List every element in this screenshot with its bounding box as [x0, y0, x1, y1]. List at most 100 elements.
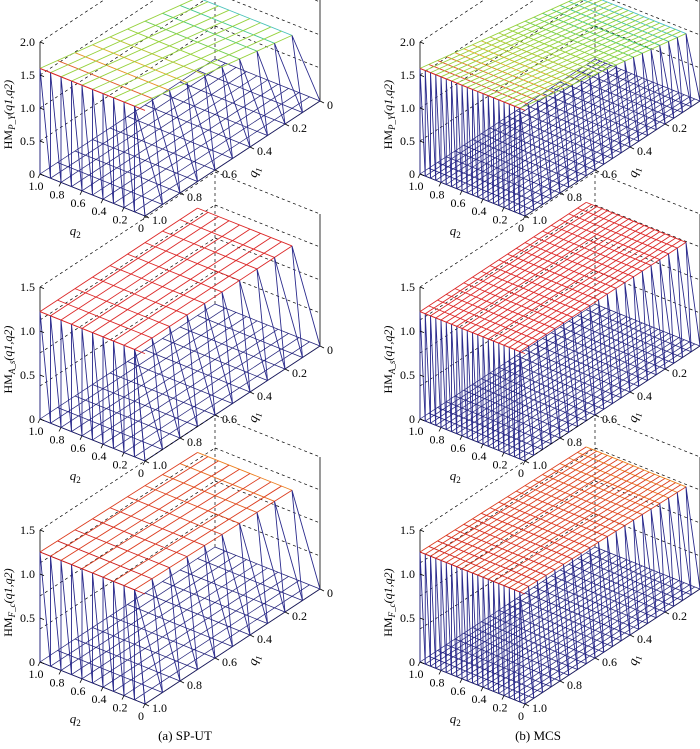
floor-grid-line [197, 558, 303, 601]
floor-grid-line [214, 546, 321, 590]
surface-mesh-line [498, 478, 666, 584]
surface-mesh-line [39, 452, 198, 553]
z-tick-label: 0 [29, 412, 35, 426]
q2-tick-label: 0.6 [451, 196, 466, 210]
floor-grid-line [123, 92, 300, 208]
q1-tick-mark [524, 703, 530, 707]
surface-mesh-line [493, 475, 660, 582]
surface-panel-2: 00.51.01.52.01.00.80.60.40.2000.20.40.60… [381, 0, 700, 240]
surface-mesh-line [467, 220, 634, 331]
surface-mesh-line [533, 236, 634, 278]
surface-mesh-line [123, 241, 282, 346]
q1-tick-mark [249, 391, 255, 395]
surface-drop-line [589, 76, 605, 171]
q2-tick-mark [79, 435, 83, 440]
floor-grid-line [542, 338, 648, 381]
surface-mesh-line [461, 328, 468, 331]
q2-tick-label: 0.6 [71, 684, 86, 698]
q1-tick-label: 0 [327, 98, 333, 112]
surface-drop-line [419, 551, 426, 665]
surface-mesh-line [134, 349, 146, 355]
surface-mesh-line [482, 227, 650, 338]
q1-tick-label: 1.0 [152, 458, 167, 472]
surface-drop-line [606, 293, 622, 404]
surface-drop-line [641, 270, 657, 381]
surface-drop-line [528, 345, 543, 456]
surface-mesh-line [482, 576, 489, 580]
surface-mesh-line [542, 230, 643, 272]
q2-tick-mark [58, 670, 62, 675]
surface-mesh-line [440, 210, 608, 321]
floor-grid-line [594, 303, 700, 347]
surface-mesh-line [477, 334, 484, 338]
surface-mesh-line [50, 72, 62, 78]
surface-drop-line [536, 339, 552, 450]
surface-mesh-line [39, 67, 51, 74]
surface-mesh-line [437, 299, 538, 341]
z-tick-label: 0 [29, 655, 35, 669]
z-tick-label: 1.0 [400, 101, 415, 115]
surface-mesh-line [519, 591, 526, 595]
floor-grid-line [586, 552, 692, 596]
floor-grid-line [568, 320, 674, 364]
surface-mesh-line [451, 323, 457, 327]
z-axis-label: HMP_Y(q1,q2) [1, 80, 17, 149]
z-axis-label: HMF_c(q1,q2) [381, 568, 397, 636]
surface-mesh-line [519, 107, 526, 111]
surface-drop-line [519, 108, 535, 217]
surface-drop-line [451, 80, 458, 189]
surface-mesh-line [440, 559, 447, 563]
surface-drop-line [456, 566, 463, 679]
surface-mesh-line [419, 67, 426, 71]
surface-mesh-line [127, 496, 223, 535]
surface-mesh-line [551, 224, 652, 266]
q1-tick-mark [179, 437, 185, 441]
q2-tick-mark [79, 678, 83, 683]
top-edge-right [594, 171, 700, 215]
z-tick-label: 0 [409, 412, 415, 426]
q1-tick-label: 1.0 [152, 213, 167, 227]
z-tick-label: 2.0 [400, 35, 415, 49]
z-label-tail: (q1,q2) [381, 80, 395, 115]
surface-mesh-line [482, 471, 650, 578]
q2-tick-mark [417, 418, 421, 424]
q1-tick-mark [249, 634, 255, 638]
surface-drop-line [615, 288, 631, 398]
surface-mesh-line [467, 465, 634, 572]
q1-tick-mark [664, 611, 670, 615]
z-label-sub: P_Y [7, 114, 17, 131]
back-wall-grid [419, 204, 596, 321]
q1-tick-label: 1.0 [532, 701, 547, 715]
surface-mesh-line [507, 253, 608, 295]
surface-drop-line [580, 311, 596, 421]
surface-mesh-line [134, 589, 146, 595]
z-tick-label: 1.5 [20, 68, 35, 82]
q2-tick-mark [501, 207, 505, 212]
q2-tick-label: 0 [138, 709, 144, 723]
back-wall-grid [594, 237, 700, 281]
q2-tick-label: 0.8 [430, 432, 445, 446]
surface-drop-line [615, 64, 631, 153]
q1-tick-mark [559, 437, 565, 441]
back-wall-grid [39, 480, 216, 597]
q2-tick-label: 0.8 [50, 675, 65, 689]
surface-drop-line [123, 585, 135, 700]
surface-drop-line [186, 314, 216, 427]
z-label-sub: F_c [7, 603, 17, 618]
floor-grid-line [179, 81, 286, 125]
surface-mesh-line [467, 570, 473, 574]
floor-grid-line [197, 70, 303, 113]
surface-mesh-line [113, 237, 272, 342]
q1-axis-label: q1 [624, 652, 644, 668]
surface-mesh-line [524, 242, 625, 283]
z-label-main: HM [1, 374, 15, 394]
surface-mesh-line [425, 204, 592, 315]
surface-mesh-line [437, 60, 538, 101]
surface-mesh-line [102, 232, 261, 338]
q2-tick-mark [121, 452, 125, 457]
z-tick-mark [39, 41, 45, 44]
surface-mesh-line [467, 330, 473, 334]
surface-mesh-line [60, 460, 219, 561]
z-tick-mark [39, 286, 45, 289]
surface-mesh-line [428, 305, 529, 347]
